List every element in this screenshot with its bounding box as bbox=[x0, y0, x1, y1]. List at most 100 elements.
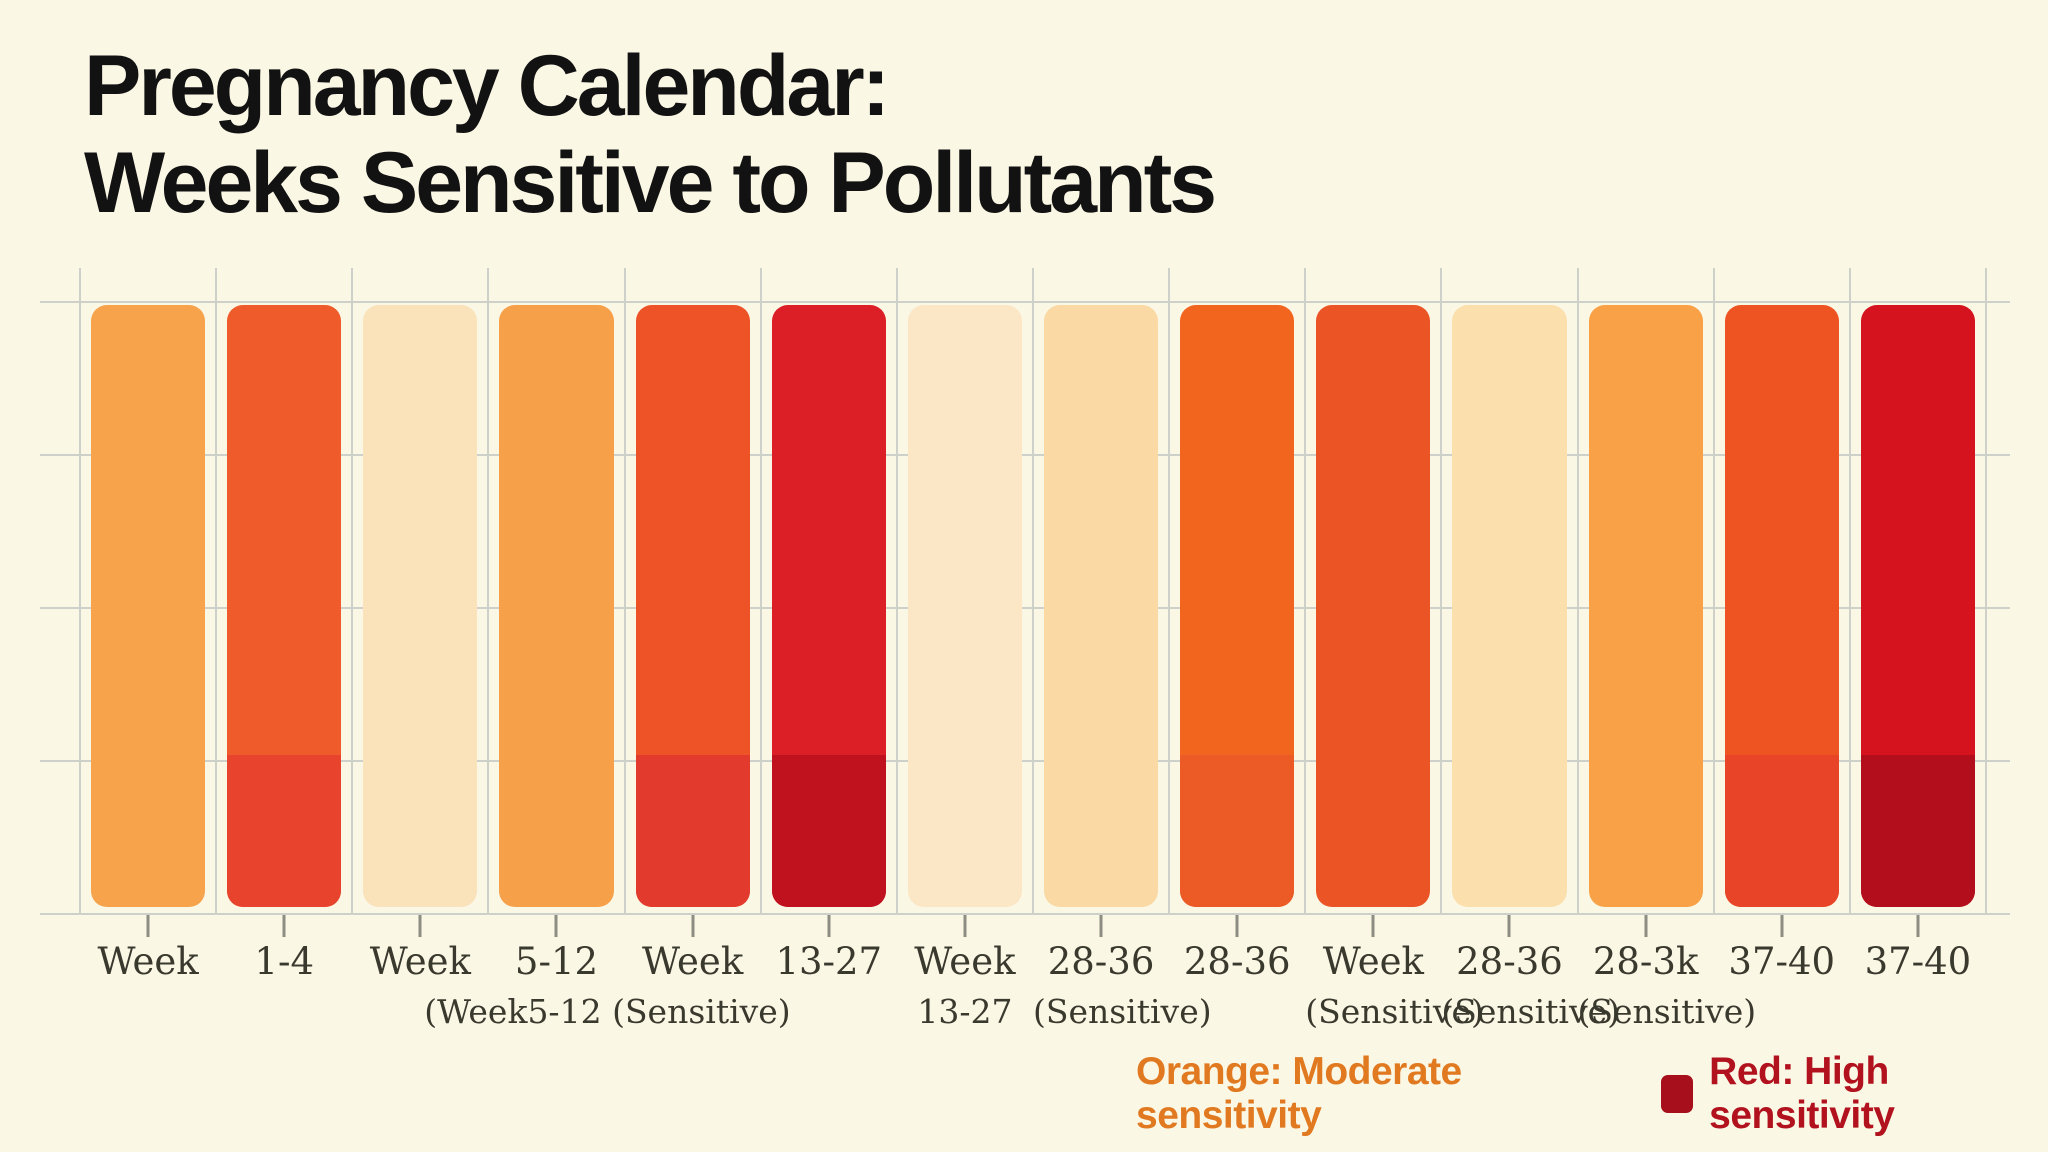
chart-title: Pregnancy Calendar: Weeks Sensitive to P… bbox=[84, 38, 1217, 232]
bar-label: Week bbox=[97, 940, 199, 983]
axis-tick bbox=[1916, 915, 1920, 937]
bar-slot-1: Week bbox=[80, 305, 216, 983]
gridline-vertical bbox=[487, 268, 490, 913]
legend-item-high: Red: High sensitivity bbox=[1660, 1050, 2048, 1138]
bar-bottom-segment bbox=[771, 755, 886, 907]
gridline-vertical bbox=[759, 268, 762, 913]
bar-slot-8: 28-36 (Sensitive) bbox=[1033, 305, 1212, 1030]
gridline-vertical bbox=[351, 268, 354, 913]
axis-tick bbox=[691, 915, 695, 937]
bar-label: Week bbox=[914, 940, 1016, 983]
bar-label: 28-36 bbox=[1183, 940, 1291, 983]
bar-label: 13-27 bbox=[775, 940, 883, 983]
vertical-gridlines bbox=[79, 268, 1987, 913]
horizontal-gridlines bbox=[40, 301, 2010, 915]
bar-label-group: 28-36 bbox=[1169, 940, 1305, 984]
bar-label-group: 5-12 bbox=[488, 940, 624, 984]
calendar-bar-5 bbox=[635, 305, 750, 907]
gridline-vertical bbox=[1440, 268, 1443, 913]
bar-slot-7: Week 13-27 bbox=[897, 305, 1033, 1030]
calendar-bar-2 bbox=[227, 305, 342, 907]
gridline-vertical bbox=[1848, 268, 1851, 913]
axis-tick bbox=[963, 915, 967, 937]
axis-tick bbox=[554, 915, 558, 937]
gridline-horizontal bbox=[40, 607, 2010, 609]
axis-tick bbox=[827, 915, 831, 937]
bars-area: Week 1-4 Week (Week5-12 (Sensitive) 5-12 Week… bbox=[80, 305, 1986, 1030]
bar-label-group: 28-36 (Sensitive) bbox=[1032, 940, 1212, 1031]
bar-label: Week bbox=[369, 940, 471, 983]
gridline-vertical bbox=[623, 268, 626, 913]
calendar-bar-12 bbox=[1588, 305, 1703, 907]
gridline-horizontal bbox=[40, 760, 2010, 762]
calendar-bar-3 bbox=[363, 305, 478, 907]
gridline-vertical bbox=[1985, 268, 1987, 913]
axis-tick bbox=[1099, 915, 1103, 937]
bar-label: Week bbox=[1322, 940, 1424, 983]
calendar-bar-10 bbox=[1316, 305, 1431, 907]
axis-tick bbox=[282, 915, 286, 937]
calendar-bar-14 bbox=[1860, 305, 1975, 907]
gridline-vertical bbox=[79, 268, 81, 913]
bar-sublabel: (Sensitive) bbox=[1032, 991, 1212, 1031]
legend-item-moderate: Orange: Moderate sensitivity bbox=[1136, 1050, 1609, 1138]
bar-label: 28-3k bbox=[1592, 940, 1699, 983]
axis-tick bbox=[1507, 915, 1511, 937]
gridline-vertical bbox=[1168, 268, 1171, 913]
high-sensitivity-swatch bbox=[1660, 1075, 1694, 1113]
bar-slot-9: 28-36 bbox=[1169, 305, 1305, 983]
legend: Orange: Moderate sensitivity Red: High s… bbox=[1136, 1050, 2048, 1138]
bar-slot-12: 28-3k (Sensitive) bbox=[1578, 305, 1756, 1030]
gridline-horizontal bbox=[40, 454, 2010, 456]
bar-slot-11: 28-36 (Sensitive) bbox=[1441, 305, 1620, 1030]
calendar-bar-7 bbox=[907, 305, 1022, 907]
bar-label: 1-4 bbox=[254, 940, 314, 983]
bar-slot-2: 1-4 bbox=[216, 305, 352, 983]
bar-label-group: Week (Sensitive) bbox=[1305, 940, 1484, 1030]
bar-sublabel: 13-27 bbox=[917, 991, 1013, 1031]
axis-tick bbox=[418, 915, 422, 937]
calendar-bar-9 bbox=[1180, 305, 1295, 907]
bar-label: Week bbox=[642, 940, 744, 983]
bar-label-group: 37-40 bbox=[1714, 940, 1850, 984]
bar-label-group: 13-27 bbox=[761, 940, 897, 984]
bar-label-group: 1-4 bbox=[216, 940, 352, 984]
bar-label: 37-40 bbox=[1728, 940, 1836, 983]
axis-tick bbox=[1235, 915, 1239, 937]
calendar-bar-11 bbox=[1452, 305, 1567, 907]
bar-label-group: Week bbox=[80, 940, 216, 984]
calendar-bar-6 bbox=[771, 305, 886, 907]
gridline-horizontal bbox=[40, 913, 2010, 915]
bar-sublabel: (Sensitive) bbox=[1577, 991, 1757, 1031]
axis-tick bbox=[1780, 915, 1784, 937]
axis-tick bbox=[1371, 915, 1375, 937]
gridline-horizontal bbox=[40, 301, 2010, 303]
bar-bottom-segment bbox=[227, 755, 342, 907]
bar-bottom-segment bbox=[635, 755, 750, 907]
calendar-bar-13 bbox=[1724, 305, 1839, 907]
gridline-vertical bbox=[1712, 268, 1715, 913]
calendar-bar-4 bbox=[499, 305, 614, 907]
bar-label: 37-40 bbox=[1864, 940, 1972, 983]
bar-label-group: Week 13-27 bbox=[897, 940, 1033, 1031]
bar-sublabel: (Week5-12 (Sensitive) bbox=[424, 991, 791, 1031]
gridline-vertical bbox=[1304, 268, 1307, 913]
bar-bottom-segment bbox=[1724, 755, 1839, 907]
legend-label-high: Red: High sensitivity bbox=[1709, 1050, 1895, 1137]
gridline-vertical bbox=[1032, 268, 1034, 913]
legend-label-moderate: Orange: Moderate sensitivity bbox=[1136, 1050, 1462, 1137]
bar-label-group: 37-40 bbox=[1850, 940, 1986, 984]
axis-tick bbox=[1644, 915, 1648, 937]
calendar-bar-1 bbox=[91, 305, 206, 907]
bar-bottom-segment bbox=[1860, 755, 1975, 907]
gridline-vertical bbox=[215, 268, 218, 913]
bar-label: 28-36 bbox=[1047, 940, 1155, 983]
bar-sublabel: (Sensitive) bbox=[1441, 991, 1621, 1031]
bar-slot-14: 37-40 bbox=[1850, 305, 1986, 983]
bar-slot-3: Week (Week5-12 (Sensitive) bbox=[352, 305, 791, 1030]
bar-bottom-segment bbox=[1180, 755, 1295, 907]
bar-label-group: 28-3k (Sensitive) bbox=[1577, 940, 1757, 1031]
calendar-bar-8 bbox=[1043, 305, 1159, 907]
bar-slot-13: 37-40 bbox=[1714, 305, 1850, 983]
